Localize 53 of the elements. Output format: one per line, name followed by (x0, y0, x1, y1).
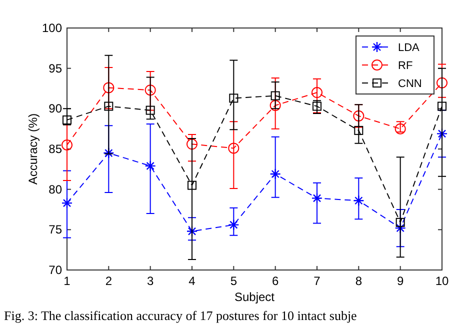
point (104, 102, 114, 111)
point (228, 219, 240, 230)
x-tick-label: 9 (396, 274, 404, 288)
point (186, 138, 198, 150)
point (144, 160, 156, 172)
point (312, 102, 322, 111)
point (186, 226, 198, 237)
point (229, 94, 238, 103)
x-tick-label: 8 (355, 274, 362, 288)
point (353, 195, 364, 206)
y-axis-title: Accuracy (%) (26, 113, 40, 185)
point (103, 82, 114, 94)
point (61, 197, 73, 209)
legend-label: CNN (398, 78, 422, 90)
x-tick-label: 2 (105, 274, 112, 288)
point (312, 87, 322, 98)
point (354, 126, 364, 135)
legend-label: RF (398, 60, 413, 72)
point (270, 91, 280, 100)
y-tick-label: 90 (48, 102, 62, 116)
point (436, 77, 448, 88)
point (62, 115, 72, 124)
point (438, 102, 446, 111)
y-tick-label: 75 (48, 222, 62, 237)
y-tick-label: 95 (48, 61, 62, 76)
point (353, 110, 364, 122)
x-tick-label: 1 (64, 274, 71, 288)
legend-label: LDA (398, 42, 420, 54)
point (396, 218, 405, 227)
point (270, 100, 281, 111)
y-tick-label: 80 (48, 182, 62, 196)
point (228, 142, 240, 154)
point (62, 139, 72, 150)
x-tick-label: 3 (146, 274, 154, 288)
point (103, 147, 114, 159)
x-tick-label: 5 (230, 274, 238, 288)
x-axis-title: Subject (234, 290, 276, 304)
point (436, 128, 448, 140)
y-tick-label: 85 (48, 142, 62, 156)
x-tick-label: 7 (314, 274, 321, 288)
y-tick-label: 100 (42, 21, 62, 35)
x-tick-label: 6 (272, 274, 279, 288)
point (311, 192, 323, 204)
point (146, 106, 155, 115)
x-tick-label: 4 (188, 274, 196, 288)
point (144, 84, 156, 96)
y-tick-label: 70 (48, 263, 62, 277)
x-tick-label: 10 (435, 274, 449, 288)
caption: Fig. 3: The classification accuracy of 17 postures for 10 intact subje (4, 308, 358, 323)
point (188, 180, 196, 190)
point (394, 123, 406, 134)
point (394, 222, 406, 234)
point (270, 168, 281, 180)
